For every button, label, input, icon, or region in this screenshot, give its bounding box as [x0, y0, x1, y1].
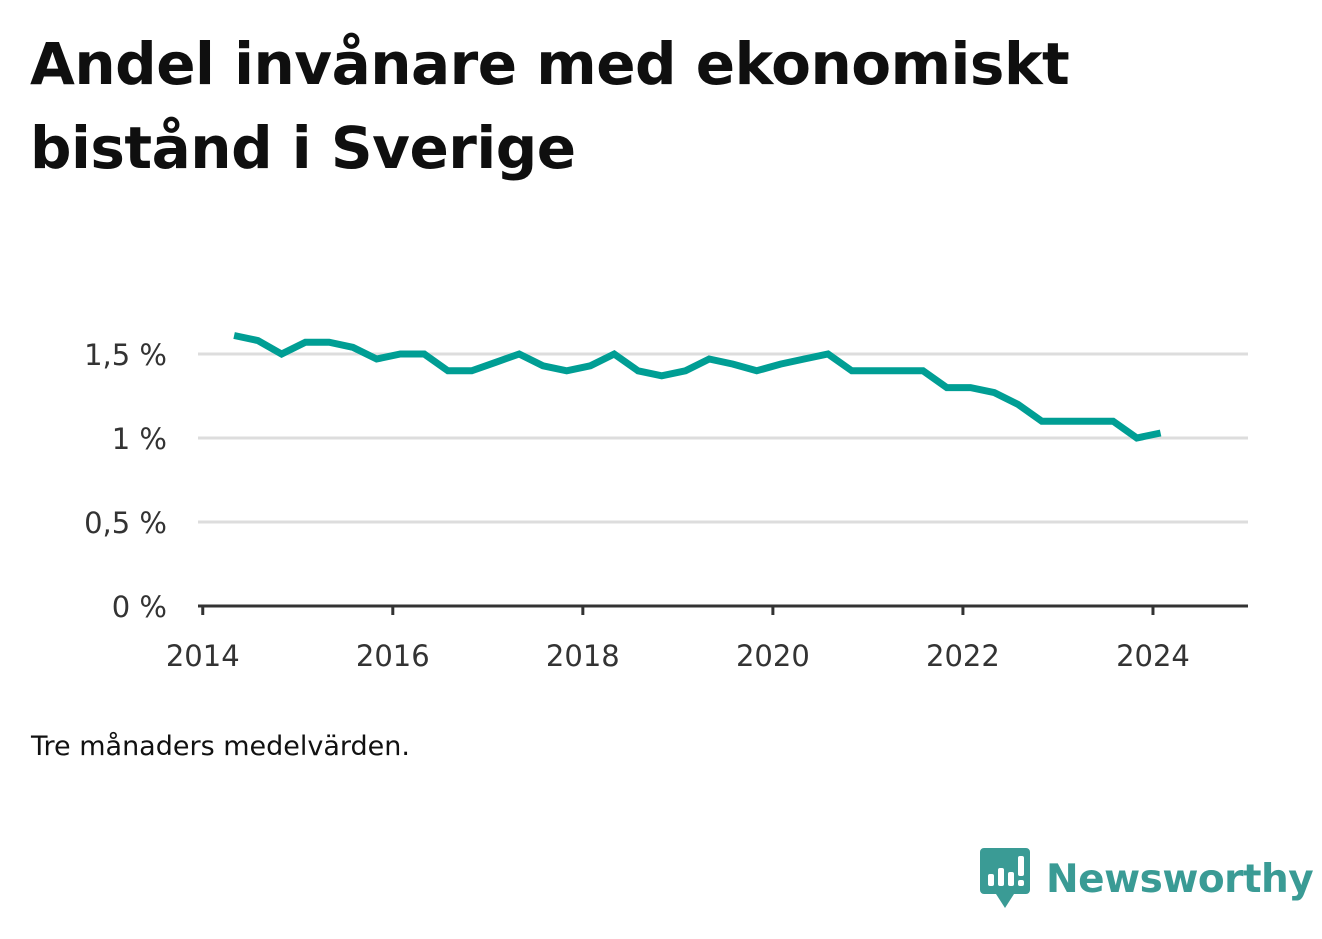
- x-axis: 2014 2016 2018 2020 2022 2024: [166, 604, 1248, 673]
- x-tick-label: 2018: [546, 639, 620, 673]
- chart-note: Tre månaders medelvärden.: [31, 731, 410, 762]
- x-tick-label: 2022: [926, 639, 1000, 673]
- x-tick-label: 2024: [1116, 639, 1190, 673]
- y-axis-ticks: 0 % 0,5 % 1 % 1,5 %: [84, 338, 167, 624]
- x-tick-label: 2014: [166, 639, 240, 673]
- gridlines: [198, 352, 1248, 524]
- newsworthy-logo[interactable]: Newsworthy: [980, 848, 1314, 910]
- series-line: [233, 332, 1162, 442]
- x-tick-label: 2016: [356, 639, 430, 673]
- x-tick-label: 2020: [736, 639, 810, 673]
- y-tick-label: 1 %: [112, 422, 167, 456]
- brand-name: Newsworthy: [1046, 856, 1314, 902]
- y-tick-label: 1,5 %: [84, 338, 167, 372]
- y-tick-label: 0,5 %: [84, 506, 167, 540]
- chart-title: Andel invånare med ekonomiskt bistånd i …: [30, 30, 1070, 182]
- y-tick-label: 0 %: [112, 590, 167, 624]
- bar-chart-speech-bubble-icon: [980, 848, 1030, 908]
- series: [233, 332, 1162, 442]
